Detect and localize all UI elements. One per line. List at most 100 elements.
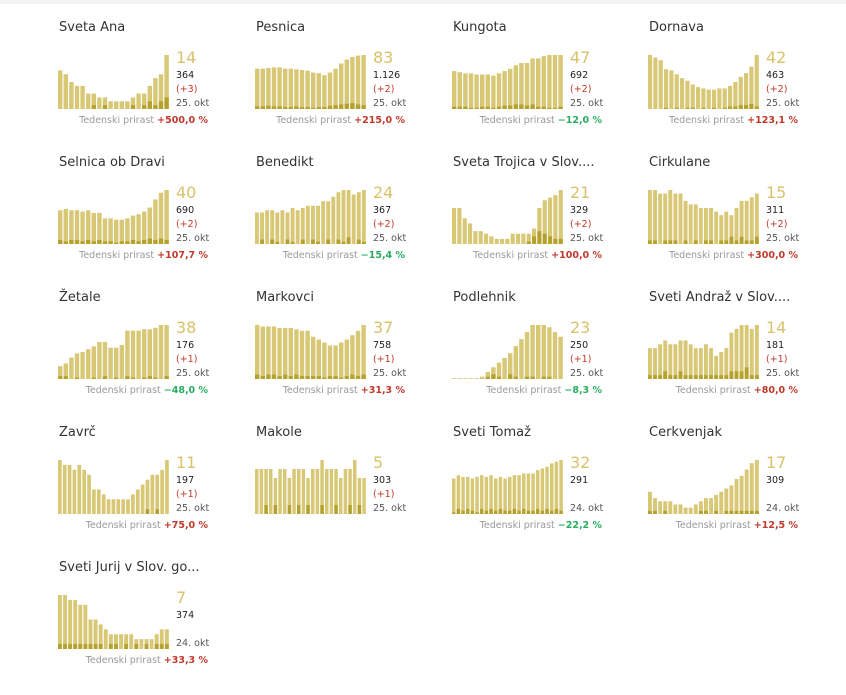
- card-cirkulane[interactable]: Cirkulane 15 311 (+2) 25. okt Tedenski priras…: [648, 155, 844, 290]
- card-sveti-andraz-v-slov[interactable]: Sveti Andraž v Slov.... 14 181 (+1) 25. okt T…: [648, 290, 844, 425]
- new-cases-bar: [550, 510, 554, 514]
- new-cases-bar: [311, 239, 315, 244]
- new-cases-bar: [361, 241, 366, 244]
- daily-delta: (+1): [176, 354, 198, 365]
- active-bar: [164, 325, 169, 379]
- active-bar: [714, 494, 719, 514]
- growth-label: Tedenski prirast: [669, 250, 745, 261]
- municipality-name: Sveti Andraž v Slov....: [649, 290, 791, 305]
- active-bar: [480, 475, 484, 514]
- card-sveta-trojica-v-slov[interactable]: Sveta Trojica v Slov.... 21 329 (+2) 25. okt…: [452, 155, 648, 290]
- sparkline-chart: [255, 55, 366, 109]
- active-bar: [129, 634, 134, 649]
- active-bar: [749, 328, 754, 379]
- active-bar: [260, 68, 265, 109]
- active-bar: [463, 378, 468, 379]
- new-cases-bar: [685, 107, 690, 109]
- active-bar: [147, 207, 152, 244]
- card-sveta-ana[interactable]: Sveta Ana 14 364 (+3) 25. okt Tedenski priras…: [58, 20, 254, 155]
- total-cases: 197: [176, 475, 195, 486]
- active-bar: [648, 55, 653, 109]
- active-bar: [474, 378, 479, 379]
- new-cases-bar: [719, 240, 724, 244]
- new-cases-bar: [136, 241, 141, 244]
- new-cases-bar: [346, 237, 351, 244]
- weekly-growth: Tedenski prirast +75,0 %: [86, 520, 208, 531]
- new-cases-bar: [63, 644, 67, 649]
- current-cases: 37: [373, 318, 394, 337]
- card-kungota[interactable]: Kungota 47 692 (+2) 25. okt Tedenski prirast −…: [452, 20, 648, 155]
- new-cases-bar: [513, 376, 518, 379]
- new-cases-bar: [142, 377, 147, 379]
- active-bar: [164, 55, 169, 109]
- growth-value: +123,1 %: [747, 115, 798, 126]
- active-bar: [496, 73, 502, 109]
- municipality-name: Dornava: [649, 20, 704, 35]
- new-cases-bar: [264, 505, 268, 514]
- growth-value: +107,7 %: [157, 250, 208, 261]
- new-cases-bar: [466, 508, 470, 514]
- new-cases-bar: [91, 105, 96, 109]
- new-cases-bar: [339, 104, 344, 109]
- active-bar: [339, 63, 344, 109]
- card-sveti-tomaz[interactable]: Sveti Tomaž 32 291 24. okt Tedenski prirast −…: [452, 425, 648, 560]
- card-cerkvenjak[interactable]: Cerkvenjak 17 309 24. okt Tedenski prirast +1…: [648, 425, 844, 560]
- date-label: 25. okt: [570, 98, 604, 109]
- new-cases-bar: [164, 376, 169, 379]
- active-bar: [159, 629, 164, 649]
- active-bar: [722, 88, 727, 109]
- active-bar: [452, 71, 457, 109]
- growth-label: Tedenski prirast: [79, 115, 155, 126]
- daily-delta: (+2): [176, 219, 198, 230]
- new-cases-bar: [164, 97, 169, 109]
- active-bar: [456, 475, 461, 514]
- active-bar: [295, 210, 300, 244]
- active-bar: [277, 67, 282, 109]
- card-benedikt[interactable]: Benedikt 24 367 (+2) 25. okt Tedenski prirast…: [255, 155, 451, 290]
- active-bar: [91, 93, 96, 109]
- card-pesnica[interactable]: Pesnica 83 1.126 (+2) 25. okt Tedenski priras…: [255, 20, 451, 155]
- card-sveti-jurij-v-slov-go[interactable]: Sveti Jurij v Slov. go... 7 374 24. okt Tede…: [58, 560, 254, 695]
- active-bar: [733, 82, 738, 109]
- card-makole[interactable]: Makole 5 303 (+1) 25. okt: [255, 425, 451, 560]
- active-bar: [480, 376, 485, 379]
- active-bar: [78, 604, 83, 649]
- active-bar: [668, 190, 673, 244]
- new-cases-bar: [73, 644, 78, 649]
- active-bar: [658, 501, 663, 514]
- active-bar: [462, 218, 467, 244]
- card-selnica-ob-dravi[interactable]: Selnica ob Dravi 40 690 (+2) 25. okt Tedenski…: [58, 155, 254, 290]
- active-bar: [734, 479, 739, 514]
- active-bar: [749, 66, 754, 109]
- active-bar: [688, 507, 693, 514]
- active-bar: [158, 192, 164, 244]
- active-bar: [489, 475, 493, 514]
- sparkline-chart: [452, 55, 563, 109]
- new-cases-bar: [530, 104, 535, 109]
- current-cases: 14: [766, 318, 787, 337]
- active-bar: [275, 212, 280, 244]
- active-bar: [526, 233, 531, 244]
- active-bar: [88, 619, 93, 649]
- new-cases-bar: [355, 376, 361, 379]
- active-bar: [690, 84, 695, 109]
- new-cases-bar: [334, 505, 338, 514]
- active-bar: [489, 236, 494, 244]
- active-bar: [260, 326, 265, 379]
- active-bar: [688, 344, 693, 379]
- new-cases-bar: [522, 508, 526, 514]
- card-zavrc[interactable]: Zavrč 11 197 (+1) 25. okt Tedenski prirast +75…: [58, 425, 254, 560]
- card-markovci[interactable]: Markovci 37 758 (+1) 25. okt Tedenski prirast…: [255, 290, 451, 425]
- new-cases-bar: [754, 510, 759, 514]
- active-bar: [739, 475, 744, 514]
- card-zetale[interactable]: Žetale 38 176 (+1) 25. okt Tedenski prirast −4…: [58, 290, 254, 425]
- active-bar: [339, 478, 343, 514]
- new-cases-bar: [545, 508, 549, 514]
- active-bar: [125, 101, 130, 109]
- card-dornava[interactable]: Dornava 42 463 (+2) 25. okt Tedenski prirast +…: [648, 20, 844, 155]
- active-bar: [516, 233, 521, 244]
- card-podlehnik[interactable]: Podlehnik 23 250 (+1) 25. okt Tedenski priras…: [452, 290, 648, 425]
- active-bar: [664, 69, 669, 109]
- active-bar: [673, 504, 678, 514]
- active-bar: [680, 78, 685, 109]
